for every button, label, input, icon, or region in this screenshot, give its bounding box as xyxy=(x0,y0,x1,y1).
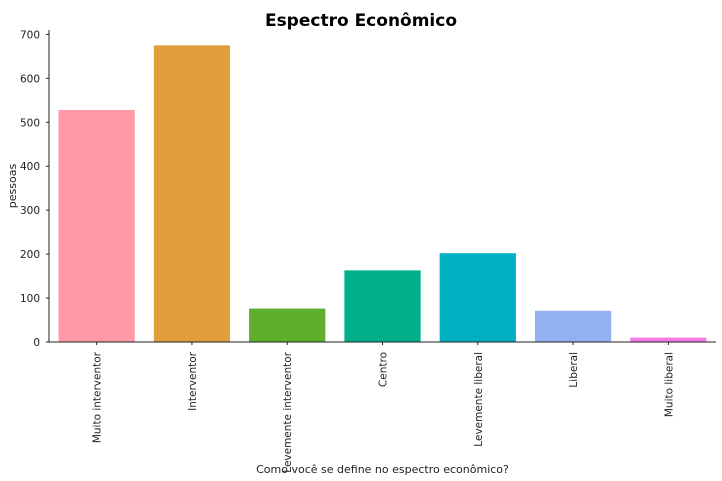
y-tick-label: 600 xyxy=(20,73,40,85)
bar xyxy=(344,270,421,342)
bar xyxy=(249,308,326,342)
bars xyxy=(58,45,707,343)
x-tick-label: Levemente interventor xyxy=(282,351,294,472)
y-tick-label: 500 xyxy=(20,117,40,129)
x-axis-label: Como você se define no espectro econômic… xyxy=(256,463,509,476)
x-tick-label: Liberal xyxy=(568,352,580,388)
bar xyxy=(153,45,231,343)
y-tick-label: 0 xyxy=(33,337,40,349)
x-axis: Muito interventor Interventor Levemente in… xyxy=(92,342,675,473)
x-tick-label: Muito interventor xyxy=(92,351,104,443)
y-tick-label: 700 xyxy=(20,29,40,41)
x-tick-label: Muito liberal xyxy=(663,352,675,417)
x-tick-label: Levemente liberal xyxy=(473,352,485,447)
y-axis-label: pessoas xyxy=(6,164,19,209)
y-tick-label: 400 xyxy=(20,161,40,173)
y-tick-label: 300 xyxy=(20,205,40,217)
y-tick-label: 200 xyxy=(20,249,40,261)
bar xyxy=(439,253,516,342)
y-tick-label: 100 xyxy=(20,293,40,305)
x-tick-label: Centro xyxy=(378,352,390,387)
bar xyxy=(58,109,135,342)
y-axis: 0 100 200 300 400 500 600 700 xyxy=(20,29,49,349)
bar xyxy=(630,337,707,342)
bar xyxy=(534,310,612,342)
x-tick-label: Interventor xyxy=(187,351,199,411)
chart-title: Espectro Econômico xyxy=(265,11,457,31)
